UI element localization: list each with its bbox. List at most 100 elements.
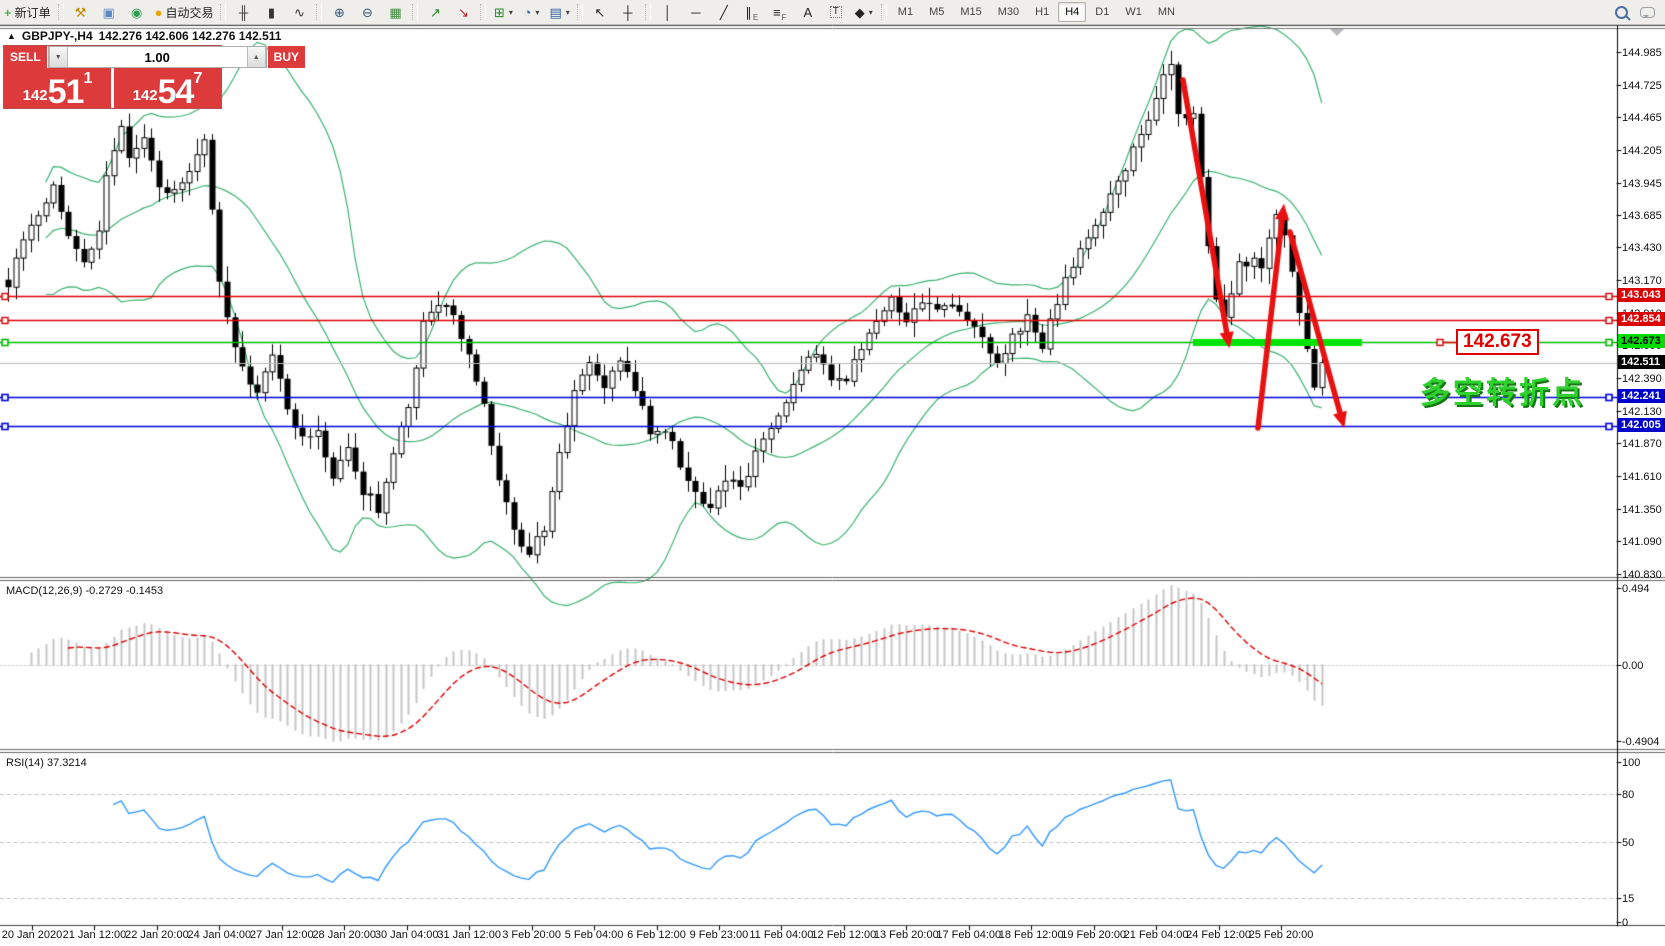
label-button[interactable]: T — [823, 1, 849, 23]
timeframe-m30-button[interactable]: M30 — [997, 6, 1020, 18]
trendline-button[interactable]: ╱ — [711, 1, 737, 23]
price-axis-tick: 141.610 — [1622, 470, 1662, 483]
cursor-icon: ↖ — [594, 4, 606, 20]
turning-point-annotation[interactable]: 多空转折点 — [1420, 377, 1585, 410]
price-axis-tick: 141.090 — [1622, 535, 1662, 548]
bid-big-digits: 51 — [47, 73, 85, 112]
dropdown-caret-icon[interactable]: ▾ — [565, 7, 570, 17]
one-click-collapse-icon[interactable]: ▲ — [7, 31, 16, 41]
bar-chart-type-icon: ╫ — [238, 4, 249, 20]
period-button[interactable]: ◔ ▾ — [518, 1, 544, 23]
line-chart-type-button[interactable]: ∿ — [286, 1, 312, 23]
price-axis-tick: 143.430 — [1622, 241, 1662, 254]
time-axis-label: 31 Jan 12:00 — [437, 929, 501, 941]
shapes-button[interactable]: ◆ ▾ — [851, 1, 877, 23]
icon-subscript: E — [752, 13, 759, 22]
tile-windows-button[interactable]: ▦ — [382, 1, 408, 23]
price-level-tag: 143.043 — [1618, 287, 1665, 302]
new-order-button[interactable]: + 新订单 — [1, 1, 54, 23]
signals-icon-icon: ◉ — [130, 4, 143, 20]
text-icon: A — [803, 4, 813, 20]
toolbar-separator — [220, 4, 227, 20]
hammer-icon-button[interactable]: ⚒ — [68, 1, 94, 23]
fibonacci-button[interactable]: ≡ F — [767, 1, 793, 23]
price-axis-tick: 140.830 — [1622, 568, 1662, 581]
zoom-in-button[interactable]: ⊕ — [326, 1, 352, 23]
time-axis-label: 3 Feb 20:00 — [502, 929, 561, 941]
text-button[interactable]: A — [795, 1, 821, 23]
timeframe-h4-button[interactable]: H4 — [1058, 2, 1087, 22]
chat-icon[interactable] — [1640, 6, 1655, 18]
add-indicator-button[interactable]: ⊞ ▾ — [490, 1, 516, 23]
cursor-button[interactable]: ↖ — [587, 1, 613, 23]
toolbar-separator — [480, 4, 487, 20]
volume-decrease-button[interactable]: ▼ — [48, 47, 68, 67]
time-axis-label: 30 Jan 04:00 — [374, 929, 439, 941]
volume-stepper: ▼ ▲ — [47, 46, 267, 68]
vertical-line-button[interactable]: │ — [655, 1, 681, 23]
timeframe-h1-button[interactable]: H1 — [1035, 6, 1050, 18]
time-axis-label: 17 Feb 04:00 — [936, 929, 1002, 941]
template-button[interactable]: ▤ ▾ — [546, 1, 572, 23]
price-axis-tick: 144.985 — [1622, 46, 1662, 59]
ask-big-digits: 54 — [157, 73, 195, 112]
zoom-in-icon: ⊕ — [334, 4, 345, 20]
timeframe-d1-button[interactable]: D1 — [1095, 6, 1110, 18]
volume-input[interactable] — [67, 47, 247, 67]
toolbar-separator — [57, 4, 64, 20]
rsi-axis-tick: 0 — [1622, 916, 1629, 929]
sell-button[interactable]: SELL — [4, 46, 47, 68]
timeframe-m15-button[interactable]: M15 — [960, 6, 982, 18]
toolbar-separator — [644, 4, 651, 20]
time-axis-label: 13 Feb 20:00 — [873, 929, 939, 941]
crosshair-button[interactable]: ┼ — [615, 1, 641, 23]
time-axis-label: 12 Feb 12:00 — [811, 929, 877, 941]
bar-chart-type-button[interactable]: ╫ — [230, 1, 256, 23]
terminal-window-icon: ▣ — [102, 4, 115, 20]
terminal-window-button[interactable]: ▣ — [96, 1, 122, 23]
auto-scroll-icon: ↗ — [430, 4, 441, 20]
price-axis-tick: 141.870 — [1622, 437, 1662, 450]
price-axis-tick: 143.685 — [1622, 209, 1662, 222]
bid-price-box[interactable]: 142 51 1 — [4, 68, 111, 112]
dropdown-caret-icon[interactable]: ▾ — [508, 7, 513, 17]
rsi-indicator-label: RSI(14) 37.3214 — [6, 757, 87, 769]
horizontal-line-button[interactable]: ─ — [683, 1, 709, 23]
autotrading-button[interactable]: ● 自动交易 — [152, 1, 217, 23]
auto-scroll-button[interactable]: ↗ — [422, 1, 448, 23]
volume-increase-button[interactable]: ▲ — [246, 47, 266, 67]
chart-shift-button[interactable]: ↘ — [450, 1, 476, 23]
equidistant-channel-button[interactable]: ∥ E — [739, 1, 765, 23]
time-axis-label: 5 Feb 04:00 — [564, 929, 624, 941]
autotrading-button-label: 自动交易 — [165, 5, 214, 20]
chart-title: ▲ GBPJPY-,H4 142.276 142.606 142.276 142… — [7, 29, 281, 43]
candle-chart-type-button[interactable]: ▮ — [258, 1, 284, 23]
time-axis-label: 11 Feb 04:00 — [749, 929, 814, 941]
search-icon[interactable] — [1615, 5, 1628, 19]
icon-subscript: F — [781, 13, 787, 22]
buy-button[interactable]: BUY — [267, 46, 306, 68]
timeframe-w1-button[interactable]: W1 — [1125, 6, 1142, 18]
macd-axis-tick: 0.00 — [1622, 659, 1644, 672]
dropdown-caret-icon[interactable]: ▾ — [535, 7, 540, 17]
price-callout-box[interactable]: 142.673 — [1456, 329, 1539, 356]
signals-icon-button[interactable]: ◉ — [124, 1, 150, 23]
time-axis-label: 21 Feb 04:00 — [1123, 929, 1189, 941]
dropdown-caret-icon[interactable]: ▾ — [868, 7, 873, 17]
hammer-icon-icon: ⚒ — [74, 4, 87, 20]
timeframe-m1-button[interactable]: M1 — [897, 6, 914, 18]
ask-prefix: 142 — [132, 87, 158, 104]
price-level-tag: 142.005 — [1618, 418, 1665, 433]
time-axis-label: 20 Jan 2020 — [1, 929, 63, 941]
ask-price-box[interactable]: 142 54 7 — [114, 68, 221, 112]
time-axis-label: 6 Feb 12:00 — [627, 929, 686, 941]
timeframe-mn-button[interactable]: MN — [1157, 6, 1175, 18]
timeframe-m5-button[interactable]: M5 — [929, 6, 945, 18]
zoom-out-button[interactable]: ⊖ — [354, 1, 380, 23]
macd-indicator-label: MACD(12,26,9) -0.2729 -0.1453 — [6, 585, 164, 597]
bid-pip-digit: 1 — [83, 70, 93, 87]
rsi-axis-tick: 15 — [1622, 892, 1635, 905]
price-axis-tick: 144.465 — [1622, 111, 1662, 124]
